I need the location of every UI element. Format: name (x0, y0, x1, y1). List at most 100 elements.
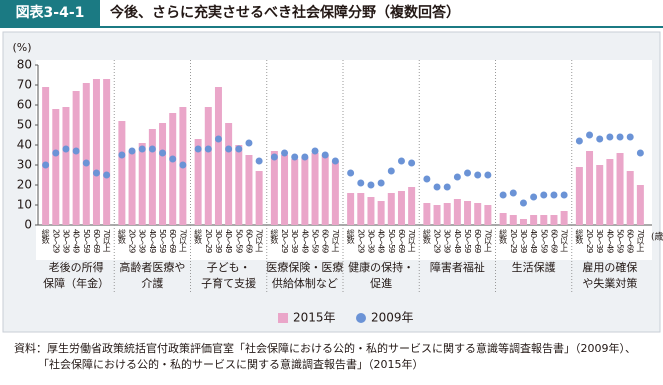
bar (321, 155, 329, 225)
bar (270, 151, 278, 225)
x-tick-label: 60〜69 (626, 229, 635, 253)
bar (291, 159, 299, 225)
x-tick-label: 30〜39 (366, 229, 375, 253)
group-label: 老後の所得 (49, 260, 104, 274)
x-tick-label: 30〜39 (61, 229, 70, 253)
group-label: 子ども・ (207, 261, 251, 274)
dot (606, 133, 614, 141)
dot (596, 135, 604, 143)
dot (509, 189, 517, 197)
x-tick-label: 70以上 (102, 229, 111, 252)
x-tick-label: 50〜59 (82, 229, 91, 253)
dot (408, 159, 416, 167)
dot (357, 179, 365, 187)
x-tick-label: 20〜29 (356, 229, 365, 253)
bar (377, 201, 385, 225)
x-tick-label: 40〜49 (377, 229, 386, 253)
dot (519, 199, 527, 207)
x-tick-label: 50〜59 (539, 229, 548, 253)
bar (169, 113, 177, 225)
x-tick-label: 60〜69 (244, 229, 253, 253)
dot (52, 149, 60, 157)
bar (255, 171, 263, 225)
bar (347, 193, 355, 225)
dot (423, 175, 431, 183)
bar (408, 187, 416, 225)
dot (270, 153, 278, 161)
bar (616, 153, 624, 225)
x-tick-label: 総数 (422, 228, 431, 245)
dot (575, 137, 583, 145)
x-tick-label: 50〜59 (158, 229, 167, 253)
bar (118, 121, 126, 225)
bar (519, 219, 527, 225)
legend-label: 2015年 (293, 311, 336, 325)
header-rule (0, 26, 663, 28)
dot (626, 133, 634, 141)
dot (367, 181, 375, 189)
group-label: 高齢者医療や (119, 260, 185, 274)
group-label: 健康の保持・ (348, 260, 414, 274)
bar (331, 161, 339, 225)
y-tick-label: 0 (24, 218, 32, 232)
dot (159, 149, 167, 157)
dot (179, 161, 187, 169)
dot (148, 145, 156, 153)
plot-bg (36, 60, 652, 260)
dot (453, 173, 461, 181)
x-tick-label: 50〜59 (616, 229, 625, 253)
y-tick-label: 50 (17, 118, 32, 132)
bar (62, 107, 70, 225)
group-label: 保障（年金） (43, 276, 109, 290)
bar (245, 155, 253, 225)
dot (255, 157, 263, 165)
dot (138, 145, 146, 153)
bar (214, 87, 222, 225)
x-tick-label: 20〜29 (204, 229, 213, 253)
y-tick-label: 70 (17, 78, 32, 92)
x-tick-label: 総数 (194, 228, 203, 245)
dot (82, 159, 90, 167)
dot (72, 147, 80, 155)
x-tick-label: 20〜29 (585, 229, 594, 253)
x-tick-label: 70以上 (560, 229, 569, 252)
bar (92, 79, 100, 225)
x-tick-label: 60〜69 (321, 229, 330, 253)
y-tick-label: 60 (17, 98, 32, 112)
bar (550, 215, 558, 225)
bar (159, 123, 167, 225)
dot (540, 191, 548, 199)
dot (560, 191, 568, 199)
group-label: 医療保険・医療 (266, 260, 343, 274)
x-tick-label: 70以上 (178, 229, 187, 252)
x-tick-label: 総数 (270, 228, 279, 245)
group-label: 障害者福祉 (430, 260, 485, 274)
bar (596, 165, 604, 225)
x-tick-label: 総数 (499, 228, 508, 245)
group-label: 供給体制など (272, 276, 338, 290)
bar (397, 191, 405, 225)
x-tick-label: 40〜49 (529, 229, 538, 253)
dot (499, 191, 507, 199)
x-tick-label: 70以上 (636, 229, 645, 252)
dot (169, 155, 177, 163)
x-tick-label: 50〜59 (234, 229, 243, 253)
x-tick-label: 総数 (575, 228, 584, 245)
dot (118, 151, 126, 159)
bar (499, 213, 507, 225)
bar (72, 91, 80, 225)
legend-label: 2009年 (371, 311, 414, 325)
dot (347, 169, 355, 177)
x-tick-label: 40〜49 (605, 229, 614, 253)
bar (560, 211, 568, 225)
bar (204, 107, 212, 225)
bar (423, 203, 431, 225)
dot (484, 171, 492, 179)
dot (92, 169, 100, 177)
bar (474, 203, 482, 225)
bar (484, 205, 492, 225)
dot (616, 133, 624, 141)
x-tick-label: 20〜29 (433, 229, 442, 253)
figure-title: 今後、さらに充実させるべき社会保障分野（複数回答） (110, 5, 460, 21)
